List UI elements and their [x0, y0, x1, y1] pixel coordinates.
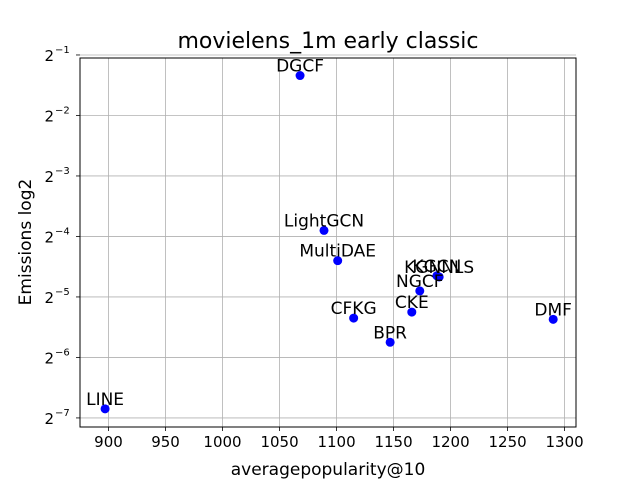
data-point: [333, 256, 343, 266]
point-label: KGNNLS: [404, 258, 474, 278]
x-tick-label: 1200: [431, 433, 469, 451]
y-tick-exponent: −5: [55, 287, 70, 298]
x-tick-label: 1100: [317, 433, 355, 451]
y-tick-exponent: −4: [55, 226, 70, 237]
y-tick-base: 2: [44, 349, 54, 367]
y-tick-base: 2: [44, 228, 54, 246]
x-tick-label: 1050: [260, 433, 298, 451]
data-point: [295, 71, 305, 81]
x-tick-label: 1250: [488, 433, 526, 451]
data-point: [434, 272, 444, 282]
point-label: KGCN: [412, 257, 461, 277]
point-label: DMF: [534, 300, 572, 320]
y-axis-label: Emissions log2: [16, 179, 36, 306]
y-tick-base: 2: [44, 47, 54, 65]
y-tick-base: 2: [44, 168, 54, 186]
y-tick-exponent: −3: [55, 166, 70, 177]
y-tick-base: 2: [44, 289, 54, 307]
x-tick-label: 900: [94, 433, 123, 451]
y-tick-base: 2: [44, 410, 54, 428]
x-tick-label: 950: [151, 433, 180, 451]
data-point: [385, 337, 395, 347]
x-axis-ticks: 900 950 1000 1050 1100 1150 1200 1250 1300: [94, 427, 584, 451]
y-tick-exponent: −2: [55, 105, 70, 116]
data-point: [100, 404, 110, 414]
y-tick-exponent: −6: [55, 347, 70, 358]
point-label: CFKG: [331, 299, 377, 319]
point-label: MultiDAE: [299, 242, 376, 262]
point-label: NGCF: [396, 272, 444, 292]
gridlines: [80, 54, 576, 427]
x-axis-label: averagepopularity@10: [231, 460, 426, 480]
x-tick-label: 1300: [546, 433, 584, 451]
data-point: [415, 286, 425, 296]
x-tick-label: 1150: [374, 433, 412, 451]
y-tick-exponent: −1: [55, 45, 70, 56]
point-label: DGCF: [276, 57, 324, 77]
y-tick-exponent: −7: [55, 408, 70, 419]
point-label: LightGCN: [284, 211, 364, 231]
data-point: [349, 313, 359, 323]
data-point: [319, 225, 329, 235]
data-point: [407, 307, 417, 317]
plot-frame: [79, 57, 577, 428]
x-tick-label: 1000: [203, 433, 241, 451]
point-label: LINE: [86, 390, 124, 410]
point-label: BPR: [373, 323, 407, 343]
data-point: [548, 314, 558, 324]
point-label: CKE: [395, 293, 429, 313]
y-tick-base: 2: [44, 107, 54, 125]
chart-title: movielens_1m early classic: [177, 29, 478, 54]
y-axis-ticks: 2 −12 −22 −32 −42 −52 −62 −7: [44, 45, 80, 428]
